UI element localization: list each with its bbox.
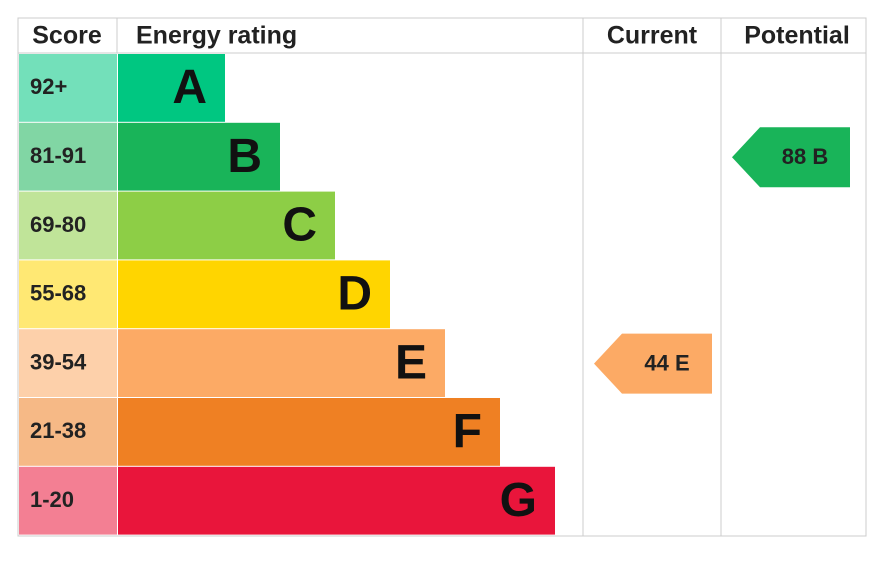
score-range: 92+ bbox=[30, 74, 67, 99]
rating-bar bbox=[118, 398, 500, 466]
score-cell bbox=[19, 398, 117, 466]
header-potential: Potential bbox=[744, 22, 850, 50]
score-range: 39-54 bbox=[30, 349, 87, 374]
rating-bar bbox=[118, 466, 555, 535]
potential-label: 88 B bbox=[782, 144, 828, 169]
rating-bar bbox=[118, 329, 445, 397]
header-score: Score bbox=[32, 22, 102, 50]
score-cell bbox=[19, 191, 117, 260]
score-range: 21-38 bbox=[30, 418, 86, 443]
score-cell bbox=[19, 54, 117, 122]
rating-bar bbox=[118, 122, 280, 191]
score-cell bbox=[19, 466, 117, 535]
rating-bar bbox=[118, 191, 335, 260]
rating-letter: C bbox=[282, 199, 317, 252]
rating-bar bbox=[118, 54, 225, 122]
header-energy-rating: Energy rating bbox=[136, 22, 297, 50]
potential-arrow bbox=[732, 127, 850, 188]
rating-bar bbox=[118, 260, 390, 329]
score-range: 69-80 bbox=[30, 212, 86, 237]
score-range: 55-68 bbox=[30, 281, 86, 306]
header-current: Current bbox=[607, 22, 698, 50]
score-cell bbox=[19, 260, 117, 329]
rating-letter: F bbox=[453, 405, 482, 458]
score-range: 1-20 bbox=[30, 487, 74, 512]
current-arrow bbox=[594, 333, 712, 394]
rating-letter: G bbox=[500, 474, 537, 527]
rating-letter: B bbox=[227, 130, 262, 183]
score-range: 81-91 bbox=[30, 143, 86, 168]
rating-letter: A bbox=[172, 61, 207, 114]
score-cell bbox=[19, 329, 117, 397]
rating-letter: E bbox=[395, 336, 427, 389]
rating-letter: D bbox=[337, 267, 372, 320]
score-cell bbox=[19, 122, 117, 191]
current-label: 44 E bbox=[644, 350, 689, 375]
